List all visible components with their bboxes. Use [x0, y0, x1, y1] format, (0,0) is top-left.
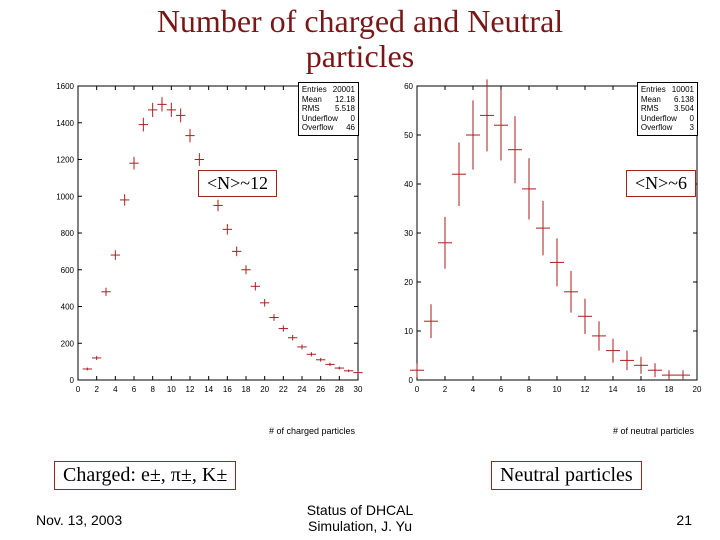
svg-text:28: 28 — [335, 385, 344, 394]
page-title: Number of charged and Neutral particles — [0, 0, 720, 74]
svg-text:6: 6 — [132, 385, 137, 394]
title-line1: Number of charged and Neutral — [157, 3, 563, 39]
left-statbox: Entries20001Mean12.18RMS5.518Underflow0O… — [298, 82, 359, 136]
svg-text:4: 4 — [113, 385, 118, 394]
svg-text:14: 14 — [609, 385, 618, 394]
right-annotation-text: <N>~6 — [635, 173, 687, 193]
right-xaxis-label: # of neutral particles — [613, 426, 694, 436]
svg-text:400: 400 — [61, 303, 75, 312]
svg-text:2: 2 — [443, 385, 448, 394]
left-caption-text: Charged: e±, π±, K± — [63, 464, 227, 486]
left-annotation: <N>~12 — [198, 170, 277, 197]
footer-center-line2: Simulation, J. Yu — [308, 518, 412, 534]
svg-text:24: 24 — [298, 385, 307, 394]
svg-text:0: 0 — [415, 385, 420, 394]
svg-text:50: 50 — [404, 131, 413, 140]
footer-page: 21 — [676, 512, 692, 528]
svg-text:6: 6 — [499, 385, 504, 394]
svg-text:40: 40 — [404, 180, 413, 189]
svg-text:30: 30 — [354, 385, 363, 394]
svg-text:8: 8 — [527, 385, 532, 394]
svg-text:18: 18 — [665, 385, 674, 394]
svg-text:16: 16 — [223, 385, 232, 394]
svg-text:8: 8 — [150, 385, 155, 394]
svg-text:200: 200 — [61, 339, 75, 348]
svg-text:2: 2 — [94, 385, 99, 394]
svg-text:4: 4 — [471, 385, 476, 394]
svg-text:1200: 1200 — [56, 156, 74, 165]
charts-row: 0200400600800100012001400160002468101214… — [42, 78, 720, 438]
svg-text:10: 10 — [404, 327, 413, 336]
svg-text:30: 30 — [404, 229, 413, 238]
svg-text:16: 16 — [637, 385, 646, 394]
left-xaxis-label: # of charged particles — [269, 426, 355, 436]
svg-text:1000: 1000 — [56, 192, 74, 201]
svg-text:20: 20 — [404, 278, 413, 287]
svg-text:0: 0 — [409, 376, 414, 385]
right-caption-text: Neutral particles — [500, 464, 633, 486]
svg-text:60: 60 — [404, 82, 413, 91]
svg-text:600: 600 — [61, 266, 75, 275]
footer-date: Nov. 13, 2003 — [36, 512, 122, 528]
right-chart: 0 10 20 30 40 50 60 0 2 4 6 8 10 12 14 16 18 20 Entries10… — [381, 78, 720, 438]
right-statbox: Entries10001Mean6.138RMS3.504Underflow0O… — [637, 82, 698, 136]
svg-text:20: 20 — [260, 385, 269, 394]
svg-text:0: 0 — [70, 376, 75, 385]
right-caption: Neutral particles — [491, 461, 642, 490]
svg-text:26: 26 — [316, 385, 325, 394]
svg-text:22: 22 — [279, 385, 288, 394]
svg-text:18: 18 — [242, 385, 251, 394]
footer-center-line1: Status of DHCAL — [307, 502, 414, 518]
svg-text:14: 14 — [204, 385, 213, 394]
left-caption: Charged: e±, π±, K± — [54, 461, 236, 490]
svg-text:12: 12 — [186, 385, 195, 394]
svg-text:0: 0 — [76, 385, 81, 394]
left-chart: 0200400600800100012001400160002468101214… — [42, 78, 381, 438]
left-annotation-text: <N>~12 — [207, 173, 268, 193]
svg-text:1600: 1600 — [56, 82, 74, 91]
svg-text:1400: 1400 — [56, 119, 74, 128]
svg-text:12: 12 — [581, 385, 590, 394]
right-annotation: <N>~6 — [626, 170, 696, 197]
title-line2: particles — [306, 38, 414, 74]
svg-text:20: 20 — [693, 385, 702, 394]
svg-text:10: 10 — [167, 385, 176, 394]
svg-text:800: 800 — [61, 229, 75, 238]
footer-center: Status of DHCAL Simulation, J. Yu — [307, 502, 414, 534]
svg-text:10: 10 — [553, 385, 562, 394]
